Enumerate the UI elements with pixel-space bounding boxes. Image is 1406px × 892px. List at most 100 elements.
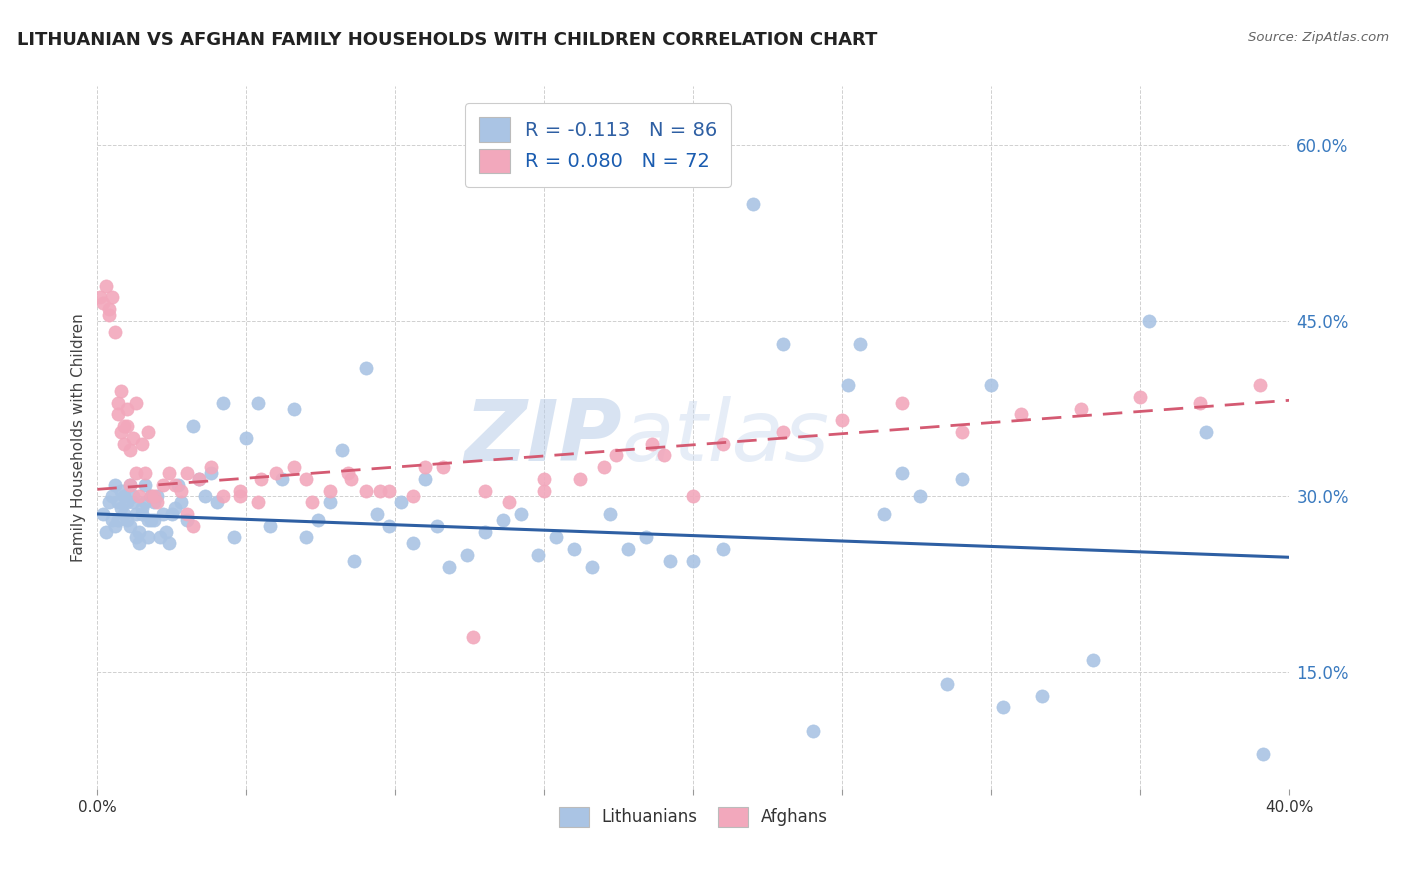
Point bbox=[152, 477, 174, 491]
Point bbox=[160, 507, 183, 521]
Point bbox=[1010, 408, 1032, 422]
Point bbox=[125, 530, 148, 544]
Point bbox=[682, 489, 704, 503]
Point bbox=[1249, 378, 1271, 392]
Point bbox=[110, 501, 132, 516]
Point bbox=[120, 477, 142, 491]
Point bbox=[125, 466, 148, 480]
Point bbox=[143, 489, 166, 503]
Point bbox=[101, 489, 124, 503]
Point bbox=[1188, 395, 1211, 409]
Point bbox=[146, 495, 169, 509]
Point bbox=[1070, 401, 1092, 416]
Point bbox=[101, 513, 124, 527]
Point bbox=[593, 460, 616, 475]
Point bbox=[104, 326, 127, 340]
Point bbox=[307, 513, 329, 527]
Point bbox=[413, 472, 436, 486]
Point bbox=[134, 495, 156, 509]
Point bbox=[301, 495, 323, 509]
Point bbox=[101, 290, 124, 304]
Point bbox=[128, 524, 150, 539]
Point bbox=[139, 513, 162, 527]
Text: atlas: atlas bbox=[621, 396, 830, 479]
Point bbox=[170, 495, 193, 509]
Point bbox=[104, 477, 127, 491]
Point bbox=[96, 278, 118, 293]
Point bbox=[891, 395, 914, 409]
Point bbox=[742, 196, 765, 211]
Point bbox=[122, 489, 145, 503]
Point bbox=[187, 472, 209, 486]
Point bbox=[993, 700, 1015, 714]
Point bbox=[319, 483, 342, 498]
Point bbox=[456, 548, 478, 562]
Point bbox=[533, 483, 555, 498]
Legend: Lithuanians, Afghans: Lithuanians, Afghans bbox=[553, 800, 835, 834]
Text: ZIP: ZIP bbox=[464, 396, 621, 479]
Point bbox=[146, 489, 169, 503]
Point bbox=[166, 477, 188, 491]
Point bbox=[533, 472, 555, 486]
Point bbox=[107, 513, 129, 527]
Point bbox=[283, 401, 305, 416]
Point bbox=[211, 395, 233, 409]
Text: Source: ZipAtlas.com: Source: ZipAtlas.com bbox=[1249, 31, 1389, 45]
Point bbox=[569, 472, 592, 486]
Point bbox=[1251, 747, 1274, 761]
Point bbox=[176, 513, 198, 527]
Point bbox=[1195, 425, 1218, 439]
Point bbox=[402, 536, 425, 550]
Point bbox=[131, 501, 153, 516]
Point bbox=[432, 460, 454, 475]
Point bbox=[229, 483, 252, 498]
Point bbox=[110, 483, 132, 498]
Point bbox=[873, 507, 896, 521]
Point bbox=[343, 554, 366, 568]
Point bbox=[115, 495, 138, 509]
Point bbox=[181, 518, 204, 533]
Point bbox=[247, 395, 270, 409]
Point bbox=[143, 513, 166, 527]
Point bbox=[128, 536, 150, 550]
Point bbox=[772, 425, 794, 439]
Text: LITHUANIAN VS AFGHAN FAMILY HOUSEHOLDS WITH CHILDREN CORRELATION CHART: LITHUANIAN VS AFGHAN FAMILY HOUSEHOLDS W… bbox=[17, 31, 877, 49]
Point bbox=[605, 448, 627, 462]
Point bbox=[402, 489, 425, 503]
Point bbox=[181, 419, 204, 434]
Point bbox=[205, 495, 228, 509]
Point bbox=[98, 308, 121, 322]
Point bbox=[295, 472, 318, 486]
Point bbox=[139, 489, 162, 503]
Point bbox=[509, 507, 531, 521]
Point bbox=[170, 483, 193, 498]
Point bbox=[498, 495, 520, 509]
Point bbox=[112, 419, 135, 434]
Point bbox=[950, 472, 973, 486]
Point bbox=[658, 554, 681, 568]
Point bbox=[176, 507, 198, 521]
Point bbox=[935, 677, 957, 691]
Point bbox=[259, 518, 281, 533]
Point bbox=[139, 489, 162, 503]
Point bbox=[772, 337, 794, 351]
Point bbox=[235, 431, 257, 445]
Point bbox=[271, 472, 294, 486]
Point bbox=[950, 425, 973, 439]
Point bbox=[91, 296, 114, 310]
Point bbox=[319, 495, 342, 509]
Point bbox=[120, 477, 142, 491]
Point bbox=[134, 477, 156, 491]
Point bbox=[336, 466, 359, 480]
Point bbox=[366, 507, 388, 521]
Point bbox=[122, 495, 145, 509]
Point bbox=[110, 384, 132, 398]
Point bbox=[474, 483, 496, 498]
Point bbox=[339, 472, 361, 486]
Point bbox=[115, 401, 138, 416]
Point bbox=[413, 460, 436, 475]
Point bbox=[461, 630, 484, 644]
Point bbox=[98, 495, 121, 509]
Point bbox=[200, 460, 222, 475]
Point bbox=[107, 408, 129, 422]
